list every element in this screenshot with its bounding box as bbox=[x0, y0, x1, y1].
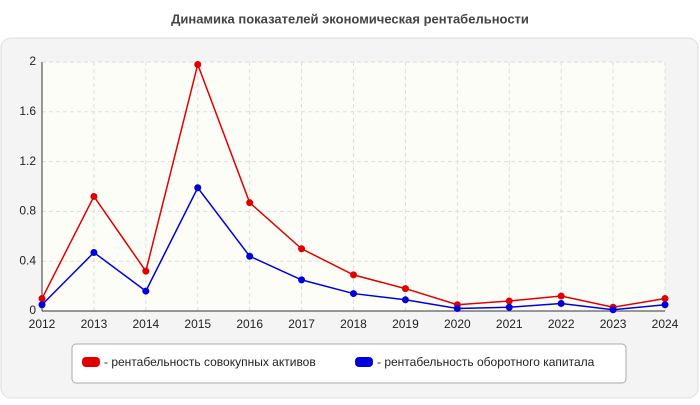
point bbox=[401, 285, 409, 293]
legend-label: - рентабельность совокупных активов bbox=[104, 355, 316, 369]
x-tick-label: 2020 bbox=[444, 317, 471, 331]
point bbox=[246, 199, 254, 207]
x-tick-label: 2016 bbox=[236, 317, 263, 331]
x-tick-label: 2018 bbox=[340, 317, 367, 331]
point bbox=[142, 267, 150, 275]
y-tick-label: 0 bbox=[29, 303, 36, 317]
y-tick-label: 1.2 bbox=[19, 154, 36, 168]
point bbox=[557, 300, 565, 308]
point bbox=[609, 306, 617, 314]
point bbox=[38, 295, 46, 303]
point bbox=[505, 297, 513, 305]
point bbox=[453, 305, 461, 313]
point bbox=[350, 290, 357, 298]
point bbox=[142, 287, 150, 295]
x-tick-label: 2022 bbox=[548, 317, 575, 331]
point bbox=[90, 192, 98, 200]
x-tick-label: 2023 bbox=[600, 317, 627, 331]
y-tick-label: 0.8 bbox=[19, 204, 36, 218]
legend-swatch bbox=[355, 357, 373, 367]
point bbox=[194, 184, 202, 192]
x-tick-label: 2015 bbox=[184, 317, 211, 331]
point bbox=[557, 292, 565, 300]
legend bbox=[71, 343, 627, 384]
point bbox=[505, 303, 513, 311]
x-tick-label: 2017 bbox=[288, 317, 315, 331]
point bbox=[298, 245, 306, 253]
point bbox=[194, 60, 202, 68]
x-tick-label: 2024 bbox=[652, 317, 679, 331]
y-tick-label: 2 bbox=[29, 54, 36, 68]
point bbox=[90, 248, 98, 256]
point bbox=[661, 301, 669, 309]
point bbox=[350, 271, 357, 279]
x-tick-label: 2013 bbox=[81, 317, 108, 331]
point bbox=[401, 296, 409, 304]
x-tick-label: 2021 bbox=[496, 317, 523, 331]
point bbox=[298, 276, 306, 284]
legend-label: - рентабельность оборотного капитала bbox=[377, 355, 595, 369]
x-tick-label: 2019 bbox=[392, 317, 419, 331]
x-tick-label: 2014 bbox=[132, 317, 159, 331]
point bbox=[38, 301, 46, 309]
y-tick-label: 0.4 bbox=[19, 253, 36, 267]
chart-title: Динамика показателей экономическая рента… bbox=[171, 11, 529, 26]
point bbox=[246, 252, 254, 260]
point bbox=[661, 295, 669, 303]
x-tick-label: 2012 bbox=[29, 317, 56, 331]
y-tick-label: 1.6 bbox=[19, 104, 36, 118]
legend-swatch bbox=[82, 357, 100, 367]
